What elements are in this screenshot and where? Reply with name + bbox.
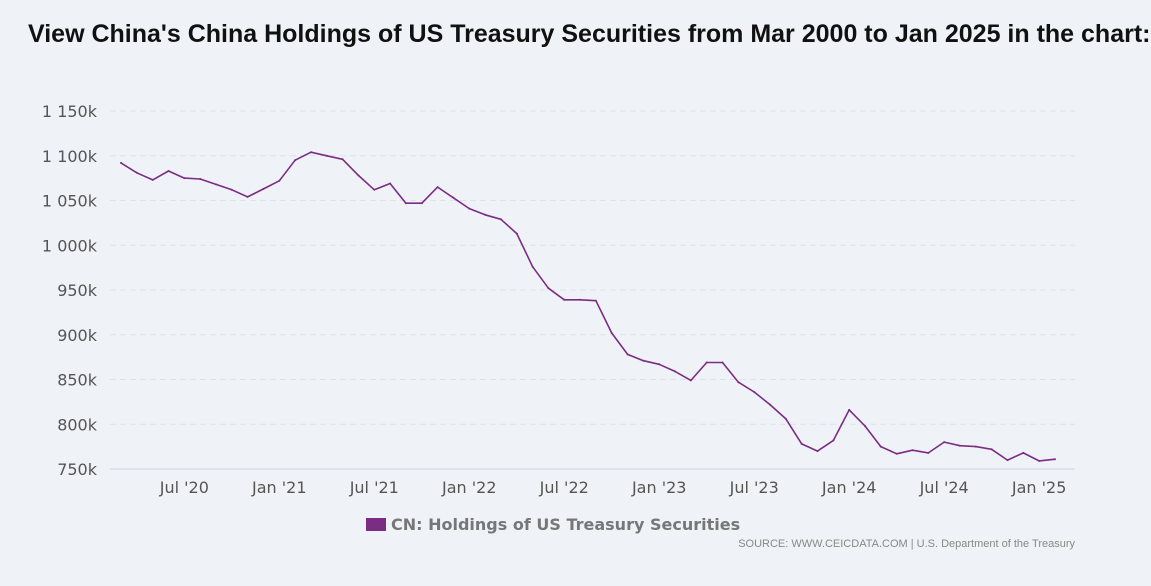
x-tick-label: Jul '23 [729,478,779,497]
data-point[interactable] [816,450,819,453]
data-point[interactable] [563,298,566,301]
data-point[interactable] [531,265,534,268]
data-point[interactable] [895,452,898,455]
data-point[interactable] [800,442,803,445]
data-point[interactable] [769,403,771,406]
data-point[interactable] [1054,458,1056,461]
data-point[interactable] [974,445,977,448]
x-tick-label: Jul '24 [919,478,969,497]
data-point[interactable] [310,151,312,154]
data-point[interactable] [357,174,360,177]
y-tick-label: 850k [57,371,98,390]
data-point[interactable] [183,177,186,180]
data-point[interactable] [499,218,502,221]
data-point[interactable] [689,379,692,382]
data-point[interactable] [1006,459,1009,462]
data-point[interactable] [547,287,550,290]
data-point[interactable] [151,178,154,181]
data-point[interactable] [959,444,961,447]
data-point[interactable] [515,232,518,235]
y-tick-label: 950k [57,281,98,300]
data-point[interactable] [832,439,835,442]
data-point[interactable] [911,449,914,452]
x-tick-label: Jul '21 [349,478,399,497]
data-point[interactable] [278,179,281,182]
data-point[interactable] [864,425,866,427]
data-point[interactable] [135,171,138,174]
y-tick-label: 1 000k [42,236,98,255]
data-point[interactable] [737,381,740,384]
x-axis-ticks: Jul '20 Jan '21 Jul '21 Jan '22 Jul '22 Jan '… [159,478,1067,497]
x-tick-label: Jan '24 [821,478,877,497]
x-tick-label: Jan '25 [1011,478,1067,497]
data-point[interactable] [990,448,993,451]
y-axis-ticks: 750k 800k 850k 900k 950k 1 000k 1 050k 1 100k 1 … [42,102,98,479]
data-point[interactable] [294,159,297,162]
series-layer [120,151,1056,462]
data-point[interactable] [452,196,455,199]
data-point[interactable] [199,178,202,180]
data-point[interactable] [642,359,645,362]
data-point[interactable] [389,182,392,185]
data-point[interactable] [404,202,407,205]
grid-lines [110,110,1075,470]
y-tick-label: 1 100k [42,147,98,166]
data-point[interactable] [658,363,661,366]
data-point[interactable] [215,183,217,186]
data-point[interactable] [1038,459,1041,462]
data-point[interactable] [927,451,930,454]
y-tick-label: 1 150k [42,102,98,121]
data-point[interactable] [674,370,676,373]
legend-swatch [366,518,386,531]
data-point[interactable] [610,332,613,334]
data-point[interactable] [325,154,328,157]
data-point[interactable] [784,417,787,420]
data-point[interactable] [436,186,439,189]
data-point[interactable] [848,408,851,411]
data-point[interactable] [484,213,487,216]
x-tick-label: Jul '22 [539,478,589,497]
page-title: View China's China Holdings of US Treasu… [28,20,1151,48]
source-note: SOURCE: WWW.CEICDATA.COM | U.S. Departme… [738,538,1075,550]
y-tick-label: 800k [57,415,98,434]
x-tick-label: Jan '21 [251,478,307,497]
data-point[interactable] [705,361,708,364]
data-point[interactable] [120,161,122,164]
data-point[interactable] [341,158,344,161]
data-point[interactable] [468,207,471,210]
data-point[interactable] [594,299,597,302]
legend[interactable]: CN: Holdings of US Treasury Securities [366,515,740,534]
x-tick-label: Jan '22 [441,478,497,497]
data-point[interactable] [579,298,582,301]
y-tick-label: 1 050k [42,192,98,211]
y-tick-label: 750k [57,460,98,479]
data-point[interactable] [721,361,724,364]
data-point[interactable] [420,202,423,205]
x-tick-label: Jan '23 [631,478,687,497]
legend-label: CN: Holdings of US Treasury Securities [391,515,740,534]
data-point[interactable] [943,441,946,444]
data-point[interactable] [373,188,376,191]
data-point[interactable] [167,170,170,172]
data-point[interactable] [879,445,882,448]
series-line[interactable] [120,151,1056,462]
x-tick-label: Jul '20 [159,478,209,497]
data-point[interactable] [230,188,233,191]
data-point[interactable] [246,195,249,198]
data-point[interactable] [262,187,265,190]
data-point[interactable] [753,391,756,393]
y-tick-label: 900k [57,326,98,345]
data-point[interactable] [1022,451,1025,454]
data-point[interactable] [626,353,629,356]
